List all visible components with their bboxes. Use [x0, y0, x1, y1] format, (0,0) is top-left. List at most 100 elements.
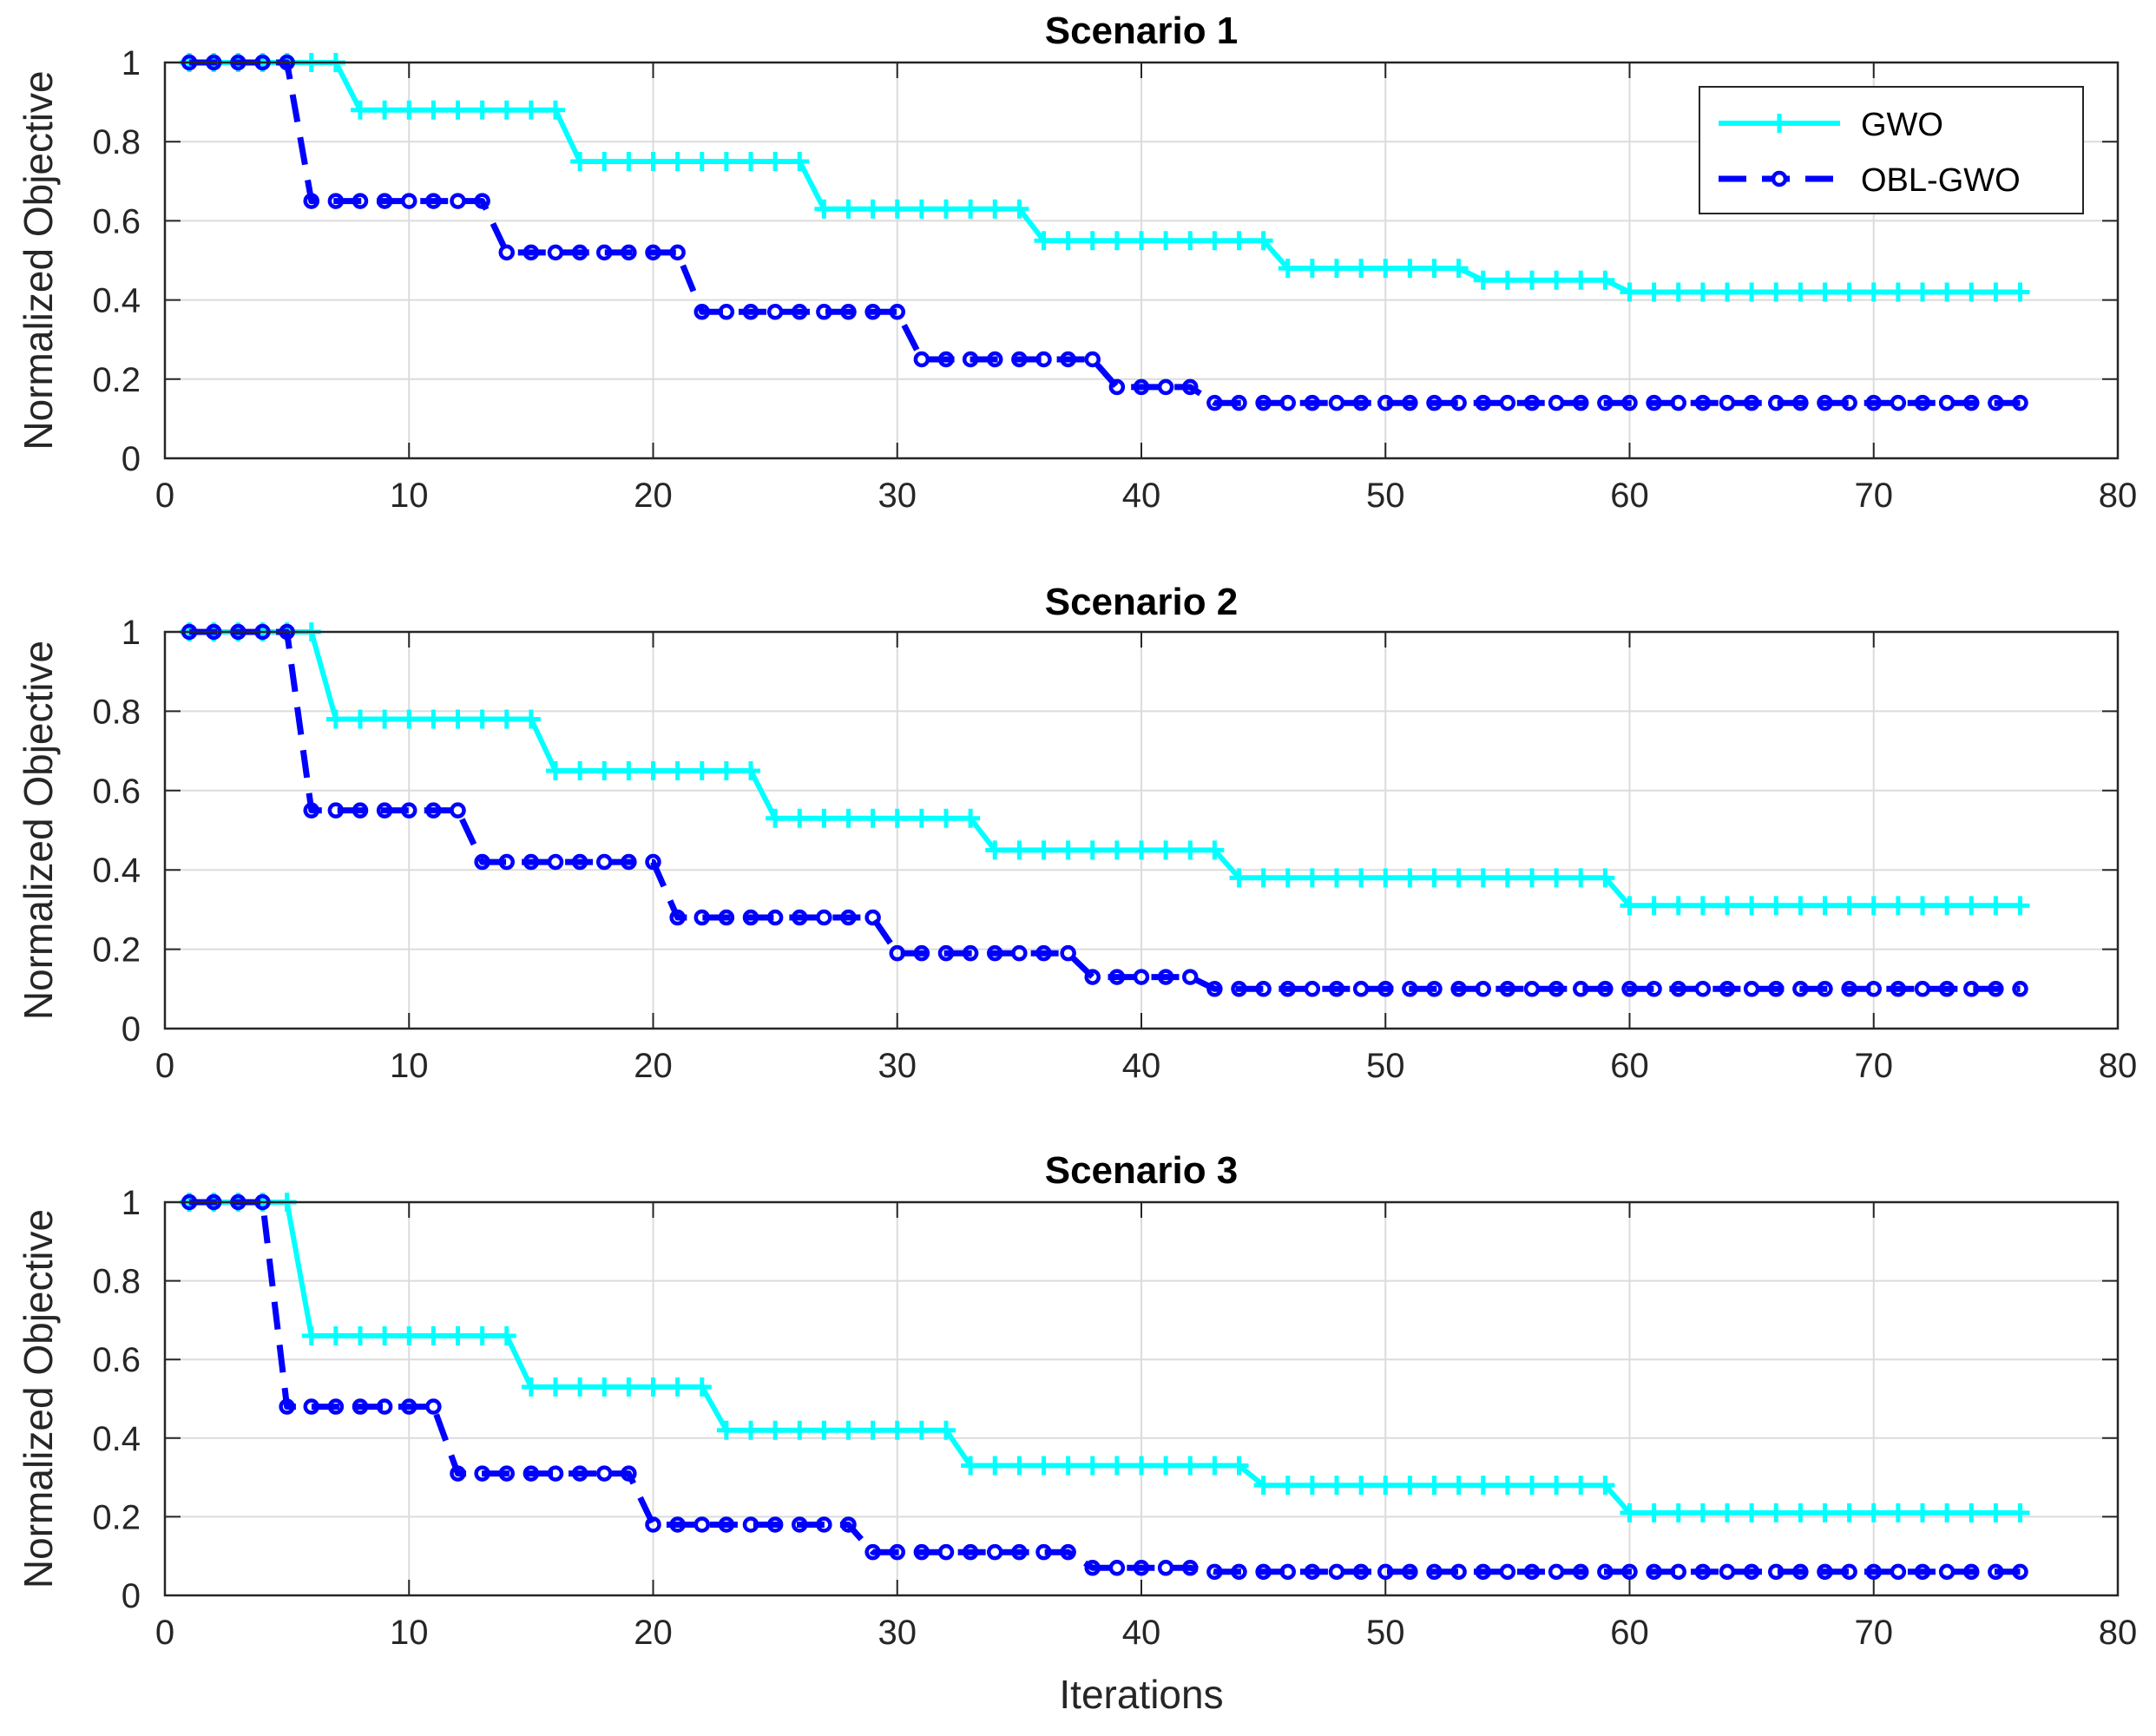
data-point-obl-gwo — [1938, 1563, 1956, 1581]
data-point-obl-gwo — [1938, 981, 1956, 997]
data-point-gwo — [911, 808, 931, 828]
data-point-obl-gwo — [1084, 1560, 1101, 1576]
data-point-gwo — [496, 709, 516, 729]
data-point-gwo — [1278, 868, 1298, 888]
panel-title: Scenario 3 — [1045, 1149, 1239, 1192]
data-point-gwo — [1595, 1476, 1615, 1496]
data-point-gwo — [1766, 896, 1786, 916]
data-point-gwo — [472, 100, 492, 120]
data-point-obl-gwo — [937, 944, 955, 962]
data-point-obl-gwo — [279, 1398, 295, 1415]
data-point-gwo — [1302, 259, 1322, 279]
data-point-obl-gwo — [450, 802, 466, 819]
panel-title: Scenario 1 — [1045, 10, 1239, 52]
data-point-obl-gwo — [1792, 394, 1809, 411]
data-point-obl-gwo — [621, 244, 637, 261]
data-point-obl-gwo — [816, 304, 832, 320]
axes-box — [163, 630, 2120, 1030]
data-point-gwo — [1668, 282, 1688, 302]
data-point-obl-gwo — [693, 909, 710, 926]
data-point-obl-gwo — [1377, 394, 1394, 411]
data-point-obl-gwo — [693, 304, 710, 320]
data-point-gwo — [1351, 1476, 1371, 1496]
data-point-gwo — [1009, 840, 1029, 860]
data-point-obl-gwo — [913, 944, 930, 962]
data-point-obl-gwo — [1133, 1560, 1150, 1576]
data-point-gwo — [814, 808, 834, 828]
data-point-gwo — [521, 100, 541, 120]
data-point-obl-gwo — [1548, 394, 1565, 411]
data-point-gwo — [1766, 282, 1786, 302]
data-point-gwo — [1180, 840, 1200, 860]
data-point-obl-gwo — [1475, 981, 1491, 997]
data-point-gwo — [1351, 868, 1371, 888]
data-point-gwo — [1082, 840, 1102, 860]
data-point-obl-gwo — [1402, 981, 1418, 997]
data-point-gwo — [1693, 1503, 1712, 1522]
y-tick-label: 0 — [122, 440, 141, 478]
data-point-gwo — [496, 100, 516, 120]
data-point-gwo — [375, 1326, 395, 1346]
y-tick-label: 0.4 — [92, 1420, 141, 1458]
data-point-gwo — [863, 199, 883, 219]
data-point-obl-gwo — [742, 304, 759, 320]
data-point-gwo — [887, 808, 907, 828]
y-tick-label: 0.6 — [92, 773, 141, 811]
data-point-obl-gwo — [376, 193, 393, 209]
data-point-obl-gwo — [621, 853, 637, 871]
data-point-obl-gwo — [1475, 394, 1491, 411]
data-point-gwo — [1913, 282, 1932, 302]
data-point-obl-gwo — [1108, 378, 1126, 396]
data-point-obl-gwo — [1963, 1563, 1980, 1581]
x-tick-label: 20 — [634, 1047, 673, 1085]
data-point-gwo — [399, 1326, 419, 1346]
data-point-obl-gwo — [1011, 944, 1028, 962]
data-point-obl-gwo — [474, 1465, 490, 1482]
data-point-obl-gwo — [1988, 394, 2004, 411]
data-point-obl-gwo — [1597, 394, 1614, 411]
data-point-obl-gwo — [1328, 981, 1345, 997]
data-point-obl-gwo — [816, 909, 832, 926]
data-point-gwo — [1888, 1503, 1908, 1522]
data-point-obl-gwo — [913, 351, 930, 368]
data-point-obl-gwo — [2012, 981, 2028, 997]
data-point-gwo — [1937, 282, 1957, 302]
data-point-obl-gwo — [1352, 1563, 1370, 1581]
chart-panel-2: 0 10 20 30 40 50 60 70 80 0 0.2 0.4 0.6 0.8 1 Scenario … — [16, 581, 2137, 1085]
data-point-gwo — [546, 100, 565, 120]
data-point-gwo — [351, 1326, 370, 1346]
data-point-obl-gwo — [352, 802, 369, 819]
data-point-obl-gwo — [1865, 1563, 1882, 1581]
data-point-obl-gwo — [303, 1398, 319, 1415]
data-point-gwo — [863, 1420, 883, 1440]
data-point-obl-gwo — [1108, 969, 1126, 985]
y-tick-label: 0.8 — [92, 1263, 141, 1301]
series-line-obl-gwo — [189, 59, 2021, 406]
data-point-gwo — [1156, 231, 1176, 251]
data-point-gwo — [814, 1420, 834, 1440]
data-point-obl-gwo — [1988, 1563, 2004, 1581]
data-point-gwo — [985, 199, 1005, 219]
data-point-gwo — [790, 1420, 810, 1440]
axes-box — [163, 1200, 2120, 1597]
data-point-obl-gwo — [645, 853, 661, 871]
data-point-gwo — [1400, 868, 1420, 888]
data-point-gwo — [1156, 1456, 1176, 1476]
data-point-gwo — [1791, 896, 1811, 916]
y-tick-label: 0 — [122, 1577, 141, 1615]
data-point-gwo — [1742, 896, 1762, 916]
data-point-gwo — [1863, 1503, 1883, 1522]
data-point-obl-gwo — [425, 1398, 442, 1415]
data-point-obl-gwo — [1157, 1560, 1174, 1576]
data-point-gwo — [595, 1377, 615, 1397]
data-point-obl-gwo — [937, 1543, 955, 1561]
series-line-obl-gwo — [189, 1199, 2021, 1575]
data-point-gwo — [375, 100, 395, 120]
data-point-obl-gwo — [376, 802, 393, 819]
data-point-gwo — [1522, 1476, 1541, 1496]
data-point-gwo — [1571, 270, 1591, 290]
data-point-obl-gwo — [401, 1398, 417, 1415]
x-tick-label: 50 — [1366, 1047, 1405, 1085]
data-point-obl-gwo — [1670, 981, 1686, 997]
data-point-obl-gwo — [1548, 1563, 1565, 1581]
